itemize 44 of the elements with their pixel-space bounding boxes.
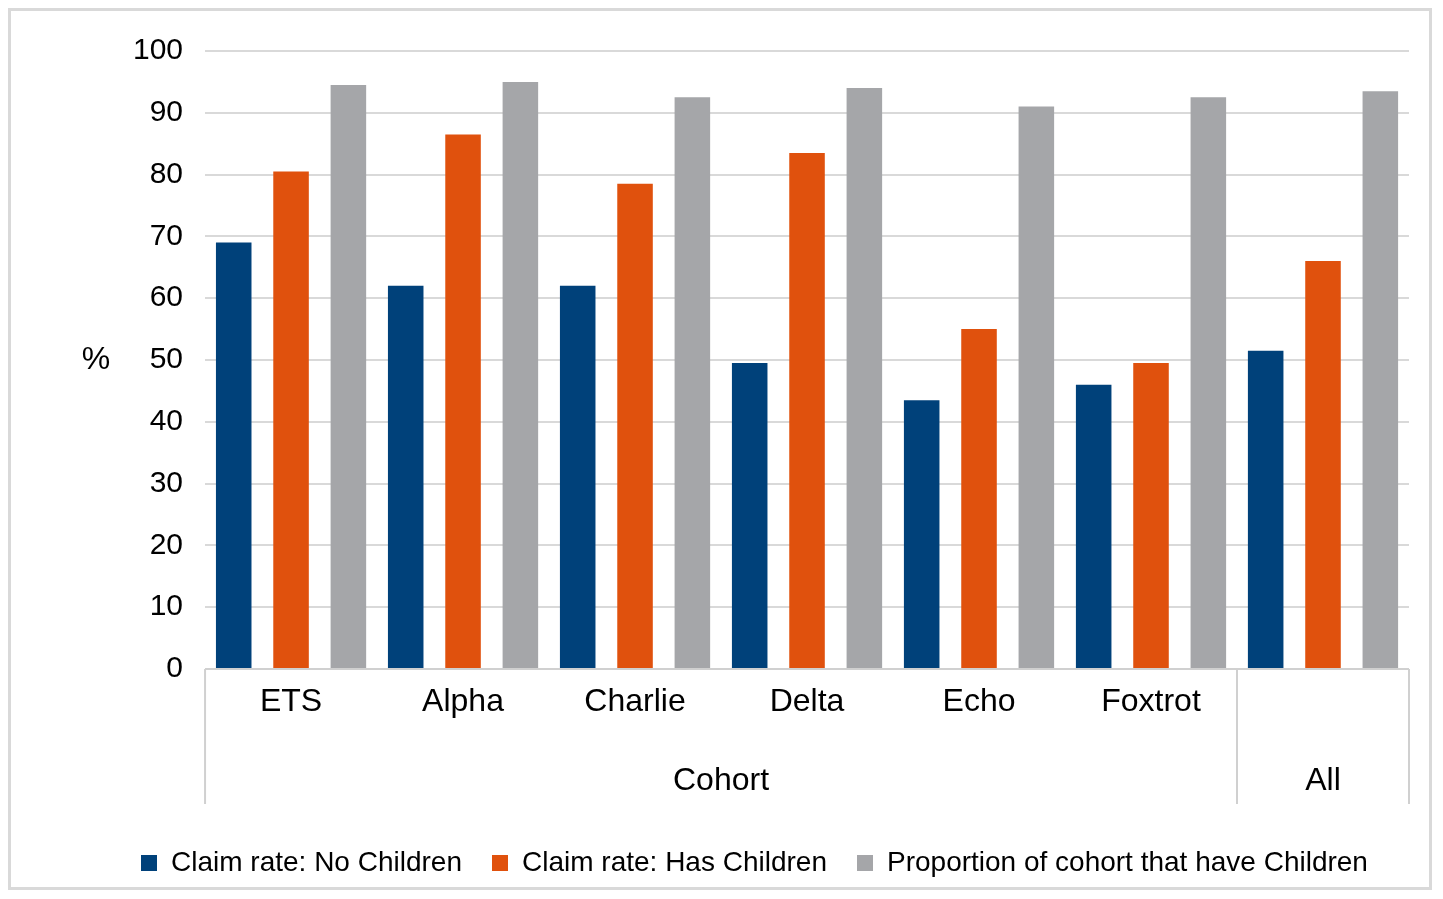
y-tick-label: 0: [166, 650, 184, 684]
bar: [1190, 97, 1227, 668]
bar: [617, 183, 653, 668]
x-tick-label: Delta: [769, 682, 845, 719]
x-tick-label: ETS: [259, 682, 323, 719]
bar: [273, 171, 309, 668]
y-tick-label: 80: [149, 155, 184, 189]
bar: [502, 81, 539, 668]
bar: [1362, 91, 1399, 668]
bar: [1018, 106, 1055, 668]
y-tick-label: 60: [149, 279, 184, 313]
x-tick-label: Alpha: [422, 682, 505, 719]
legend-label: Proportion of cohort that have Children: [886, 845, 1368, 877]
bar: [1133, 363, 1169, 668]
bar: [330, 84, 367, 668]
bar: [903, 400, 940, 668]
x-tick-label: Foxtrot: [1101, 682, 1201, 719]
y-tick-label: 100: [132, 32, 184, 66]
y-tick-label: 90: [149, 94, 184, 128]
bar: [559, 285, 596, 668]
x-tick-label: Echo: [942, 682, 1016, 719]
bar: [846, 88, 883, 668]
bar: [961, 329, 997, 668]
y-tick-label: 30: [149, 464, 184, 498]
y-tick-label: 20: [149, 526, 184, 560]
text: All: [1305, 760, 1341, 797]
bar: [445, 134, 481, 668]
bar: [674, 97, 711, 668]
y-axis-title: %: [81, 339, 111, 376]
bar: [1075, 384, 1112, 668]
legend-label: Claim rate: No Children: [171, 845, 462, 877]
y-tick-label: 50: [149, 341, 184, 375]
bar: [1247, 350, 1284, 668]
legend-label: Claim rate: Has Children: [521, 845, 827, 877]
bar: [731, 363, 768, 668]
bar: [1305, 261, 1341, 668]
y-tick-label: 10: [149, 588, 184, 622]
bar: [789, 152, 825, 668]
x-tick-label: Charlie: [584, 682, 686, 719]
bar: [215, 242, 252, 668]
text: Cohort: [673, 760, 770, 797]
bar: [387, 285, 424, 668]
y-tick-label: 40: [149, 403, 184, 437]
y-tick-label: 70: [149, 217, 184, 251]
